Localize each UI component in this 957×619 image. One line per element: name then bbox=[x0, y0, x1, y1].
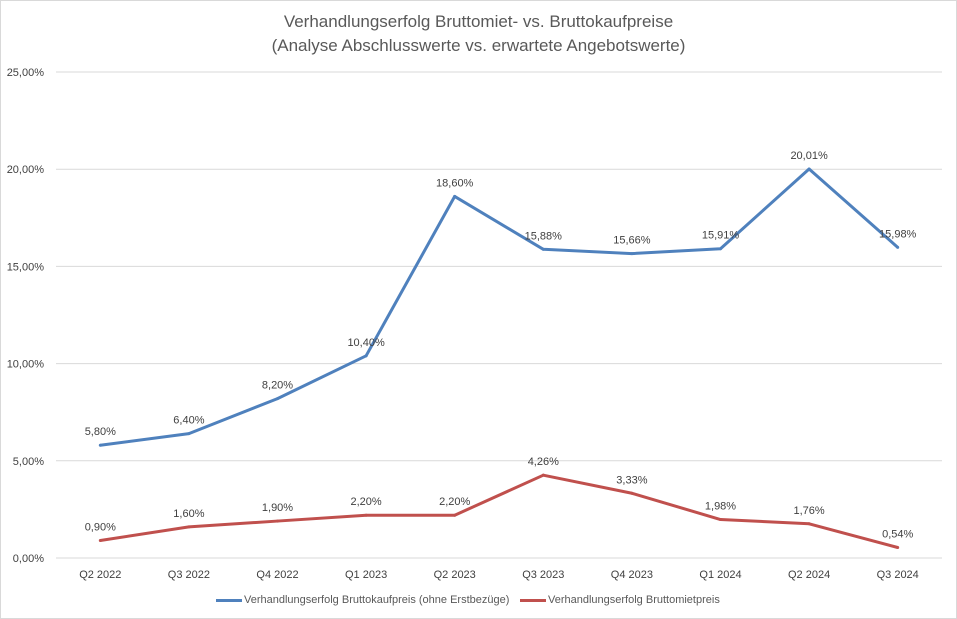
data-label: 1,76% bbox=[793, 505, 824, 517]
data-label: 0,90% bbox=[85, 522, 116, 534]
chart-title: Verhandlungserfolg Bruttomiet- vs. Brutt… bbox=[283, 12, 674, 31]
data-point bbox=[364, 513, 368, 517]
y-tick-label: 25,00% bbox=[7, 67, 45, 79]
data-point bbox=[541, 247, 545, 251]
data-point bbox=[807, 167, 811, 171]
data-point bbox=[719, 518, 722, 522]
x-tick-label: Q2 2023 bbox=[434, 569, 476, 581]
data-label: 8,20% bbox=[262, 380, 293, 392]
data-point bbox=[630, 252, 634, 256]
data-point bbox=[453, 513, 457, 517]
data-point bbox=[807, 522, 811, 526]
data-label: 15,66% bbox=[613, 235, 651, 247]
legend-swatch-blue bbox=[216, 598, 242, 602]
x-tick-label: Q2 2022 bbox=[79, 569, 121, 581]
x-tick-label: Q3 2023 bbox=[522, 569, 564, 581]
data-point bbox=[541, 473, 545, 477]
data-point bbox=[187, 525, 191, 529]
data-label: 15,98% bbox=[879, 228, 917, 240]
y-tick-label: 10,00% bbox=[7, 359, 45, 371]
legend-swatch-red bbox=[520, 598, 546, 602]
data-label: 3,33% bbox=[616, 474, 647, 486]
legend-item-kaufpreis: Verhandlungserfolg Bruttokaufpreis (ohne… bbox=[216, 594, 509, 606]
x-tick-label: Q2 2024 bbox=[788, 569, 830, 581]
data-label: 5,80% bbox=[85, 426, 116, 438]
data-label: 1,98% bbox=[705, 501, 736, 513]
data-label: 6,40% bbox=[173, 415, 204, 427]
data-point bbox=[276, 397, 279, 401]
y-tick-label: 0,00% bbox=[13, 553, 44, 565]
data-point bbox=[98, 539, 102, 543]
x-tick-label: Q3 2022 bbox=[168, 569, 210, 581]
data-label: 4,26% bbox=[528, 456, 559, 468]
data-label: 2,20% bbox=[439, 496, 470, 508]
data-label: 18,60% bbox=[436, 177, 474, 189]
y-tick-label: 20,00% bbox=[7, 164, 45, 176]
legend-item-mietpreis: Verhandlungserfolg Bruttomietpreis bbox=[520, 594, 720, 606]
data-label: 20,01% bbox=[790, 150, 828, 162]
data-label: 10,40% bbox=[347, 337, 385, 349]
x-tick-label: Q3 2024 bbox=[877, 569, 919, 581]
x-tick-label: Q4 2022 bbox=[256, 569, 298, 581]
data-label: 1,90% bbox=[262, 502, 293, 514]
data-label: 15,88% bbox=[525, 230, 563, 242]
data-point bbox=[719, 247, 722, 251]
legend-label: Verhandlungserfolg Bruttokaufpreis (ohne… bbox=[244, 594, 510, 606]
data-point bbox=[364, 354, 368, 358]
y-tick-label: 15,00% bbox=[7, 261, 45, 273]
data-point bbox=[896, 245, 900, 249]
series-line-0 bbox=[100, 167, 899, 447]
data-point bbox=[630, 491, 634, 495]
x-tick-label: Q1 2023 bbox=[345, 569, 387, 581]
series-line-1 bbox=[100, 473, 899, 549]
x-tick-label: Q1 2024 bbox=[699, 569, 741, 581]
y-tick-label: 5,00% bbox=[13, 456, 44, 468]
data-point bbox=[453, 194, 457, 198]
data-point bbox=[276, 519, 279, 523]
data-label: 2,20% bbox=[350, 496, 381, 508]
data-label: 1,60% bbox=[173, 508, 204, 520]
data-point bbox=[98, 443, 102, 447]
chart-subtitle: (Analyse Abschlusswerte vs. erwartete An… bbox=[271, 36, 686, 55]
data-label: 0,54% bbox=[882, 529, 913, 541]
data-label: 15,91% bbox=[702, 230, 740, 242]
x-tick-label: Q4 2023 bbox=[611, 569, 653, 581]
data-point bbox=[896, 546, 900, 550]
legend-label: Verhandlungserfolg Bruttomietpreis bbox=[548, 594, 720, 606]
data-point bbox=[187, 432, 191, 436]
